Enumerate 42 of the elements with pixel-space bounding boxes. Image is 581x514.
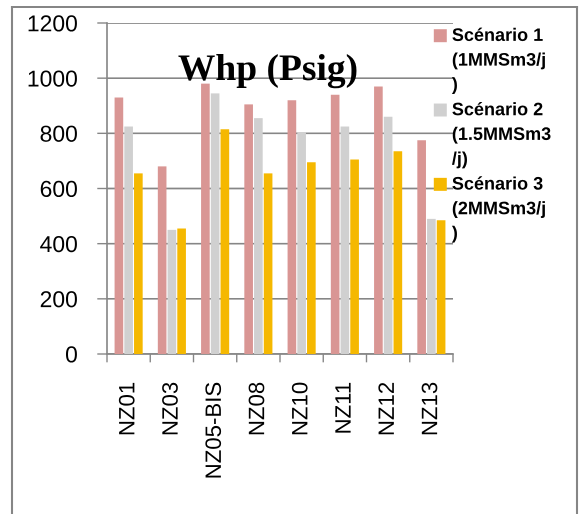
bar [220, 129, 230, 354]
legend-label: Scénario 3 (2MMSm3/j ) [452, 176, 545, 243]
bar [417, 140, 426, 354]
x-tick-label: NZ01 [118, 382, 135, 434]
bar [350, 160, 359, 354]
bar [168, 230, 176, 354]
bar [254, 118, 263, 354]
bar [177, 228, 186, 354]
bar [134, 173, 143, 354]
bar [340, 126, 350, 354]
x-tick-label: NZ05-BIS [205, 382, 222, 478]
y-tick-label: 600 [40, 180, 77, 198]
bar [210, 93, 220, 354]
x-tick-label: NZ03 [162, 382, 178, 434]
text: Whp (Psig) [178, 54, 356, 88]
bar [384, 116, 392, 354]
bar [124, 126, 133, 354]
y-tick-label: 1000 [28, 70, 77, 87]
bar [158, 166, 166, 354]
bar [427, 218, 436, 354]
bar [330, 94, 340, 354]
bar [297, 132, 306, 354]
x-tick-label: NZ10 [292, 382, 308, 434]
bar [244, 104, 253, 354]
x-tick-label: NZ11 [335, 382, 351, 433]
y-tick-label: 400 [40, 236, 77, 252]
bar [394, 151, 402, 354]
legend-label: Scénario 1 (1MMSm3/j ) [452, 28, 545, 94]
bar [374, 86, 383, 354]
bar [307, 162, 316, 354]
legend-label: Scénario 2 (1.5MMSm3 /j) [452, 102, 551, 168]
x-tick-label: NZ13 [422, 382, 438, 434]
bar [264, 173, 272, 354]
bar [114, 97, 124, 354]
x-tick-label: NZ08 [248, 382, 264, 434]
y-tick-label: 1200 [28, 15, 77, 32]
y-tick-label: 0 [66, 346, 77, 363]
x-tick-label: NZ12 [378, 382, 394, 434]
y-tick-label: 800 [40, 126, 77, 142]
y-tick-label: 200 [40, 291, 77, 308]
bar [436, 220, 446, 354]
bar [288, 100, 296, 354]
